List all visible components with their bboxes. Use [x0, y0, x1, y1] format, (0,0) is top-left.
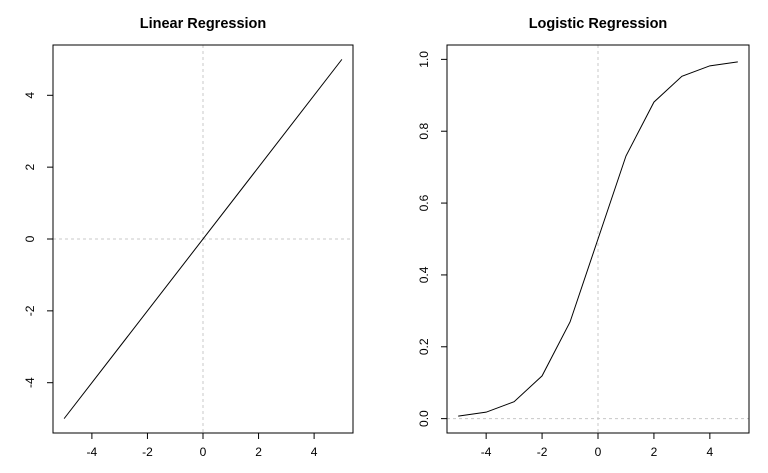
linear-y-tick-label: -2: [23, 305, 37, 316]
linear-x-tick-label: -2: [142, 445, 153, 459]
logistic-y-tick-label: 0.8: [417, 123, 431, 140]
linear-y-tick-label: 0: [23, 235, 37, 242]
linear-chart-title: Linear Regression: [140, 16, 267, 32]
logistic-x-tick-label: -2: [537, 445, 548, 459]
linear-x-tick-label: 4: [311, 445, 318, 459]
logistic-chart-title: Logistic Regression: [529, 16, 668, 32]
logistic-y-tick-label: 0.6: [417, 194, 431, 211]
linear-x-tick-label: 2: [255, 445, 262, 459]
linear-y-tick-label: 2: [23, 163, 37, 170]
linear-regression-panel: Linear Regression -4 -2 0 2 4 -4 -2 0 2 4: [23, 16, 354, 459]
logistic-x-tick-label: 4: [707, 445, 714, 459]
logistic-x-tick-label: 0: [595, 445, 602, 459]
linear-series-line: [63, 59, 343, 419]
logistic-x-tick-label: -4: [481, 445, 492, 459]
logistic-y-tick-label: 0.0: [417, 410, 431, 427]
logistic-y-tick-label: 0.2: [417, 338, 431, 355]
logistic-x-tick-label: 2: [651, 445, 658, 459]
logistic-y-tick-label: 0.4: [417, 266, 431, 283]
linear-y-tick-label: 4: [23, 92, 37, 99]
linear-x-tick-label: -4: [87, 445, 98, 459]
linear-y-tick-label: -4: [23, 377, 37, 388]
logistic-regression-panel: Logistic Regression -4 -2 0 2 4 0.0 0.2 0.4 0.6 0.…: [417, 16, 750, 459]
linear-x-tick-label: 0: [200, 445, 207, 459]
logistic-y-tick-label: 1.0: [417, 51, 431, 68]
logistic-series-line: [458, 61, 738, 417]
